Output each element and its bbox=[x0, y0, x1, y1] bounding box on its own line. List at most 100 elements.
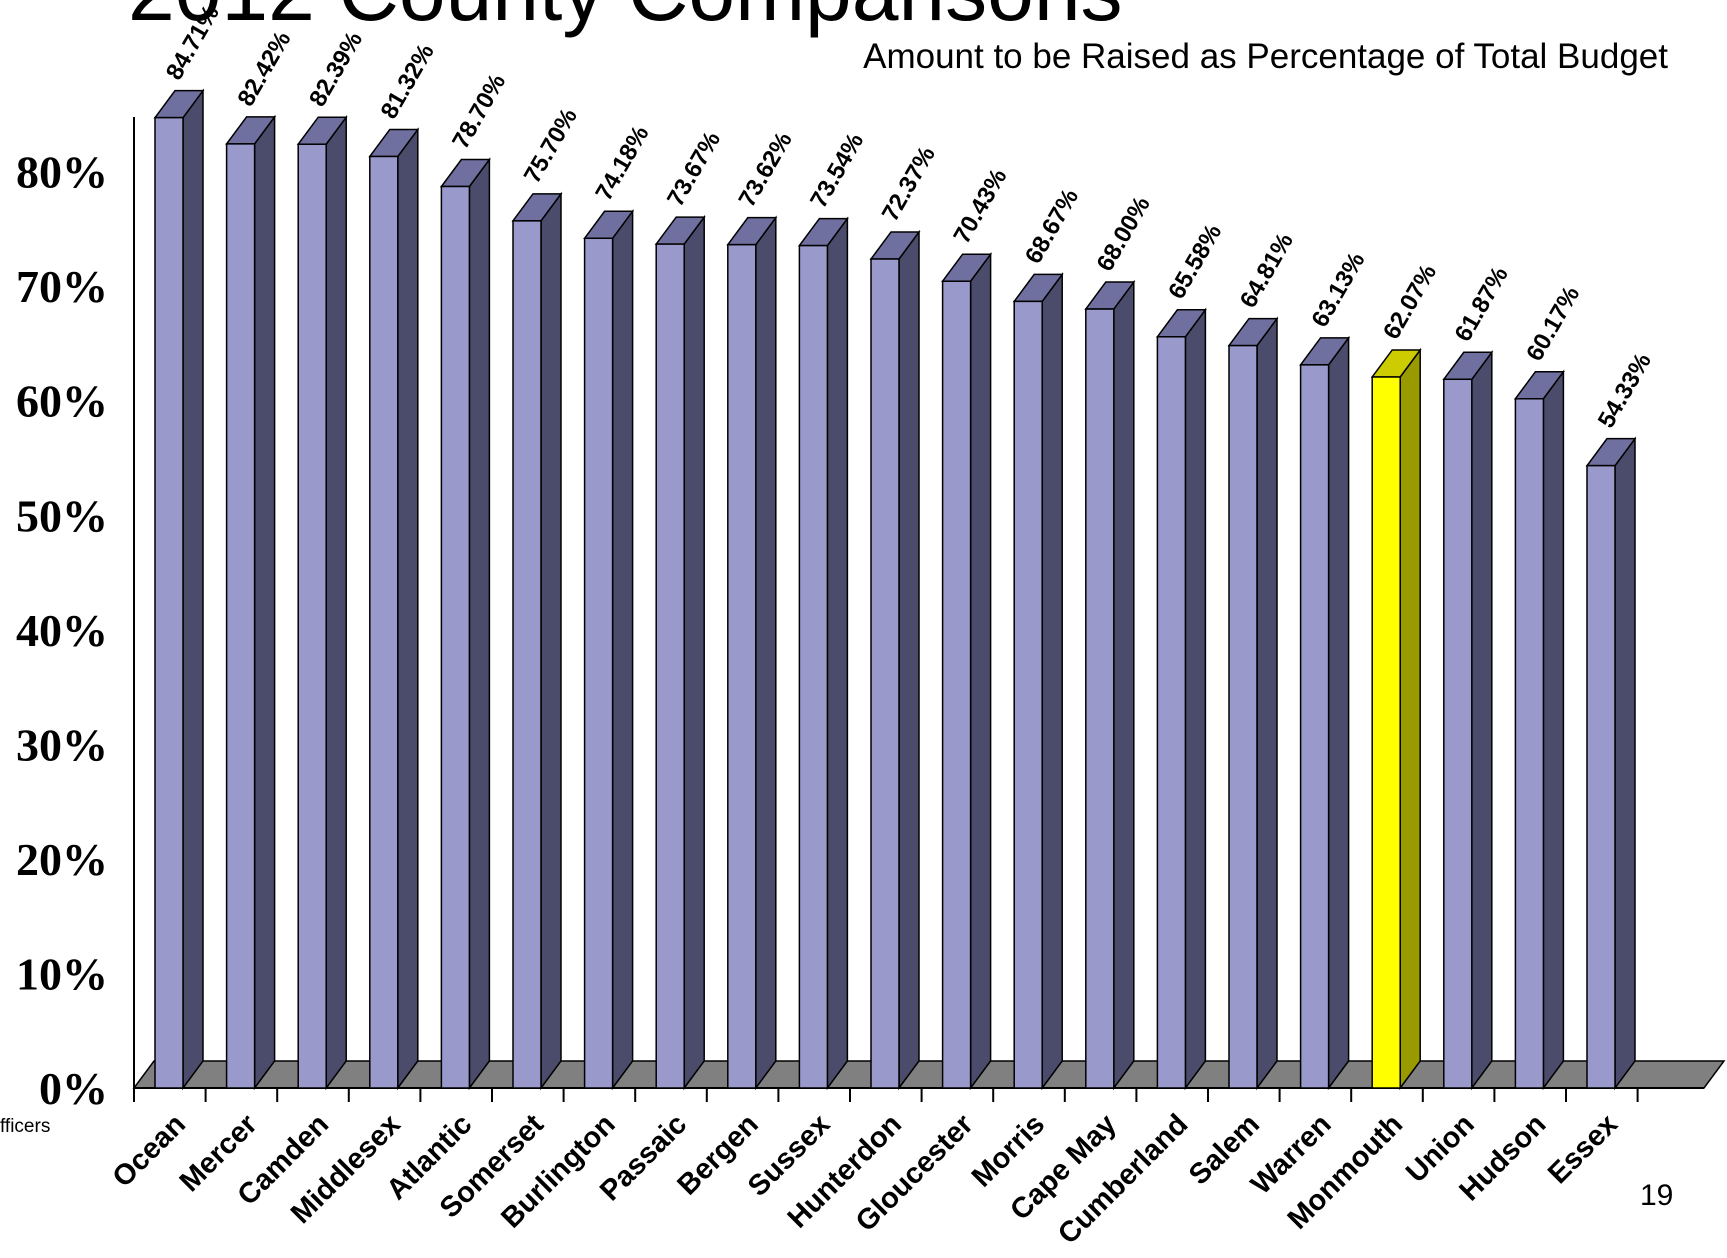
bar-side bbox=[540, 191, 562, 1091]
data-label: 60.17% bbox=[1521, 282, 1585, 366]
bar-front bbox=[1013, 300, 1043, 1089]
data-label: 65.58% bbox=[1163, 220, 1227, 304]
data-label: 74.18% bbox=[590, 121, 654, 205]
bar-front bbox=[1085, 308, 1115, 1089]
bar-side bbox=[683, 214, 705, 1091]
bar-ocean bbox=[153, 88, 205, 1091]
bar-front bbox=[941, 280, 972, 1089]
bar-side bbox=[611, 208, 634, 1091]
data-label: 81.32% bbox=[376, 39, 440, 123]
bar-union bbox=[1442, 350, 1494, 1091]
data-label: 73.62% bbox=[734, 128, 798, 212]
bar-front bbox=[369, 155, 399, 1089]
bar-front bbox=[1228, 344, 1258, 1089]
bar-front bbox=[1156, 336, 1187, 1089]
bar-side bbox=[969, 251, 992, 1091]
data-label: 70.43% bbox=[948, 164, 1012, 248]
data-label: 82.39% bbox=[304, 27, 368, 111]
bar-atlantic bbox=[439, 157, 491, 1091]
bar-warren bbox=[1299, 335, 1351, 1091]
y-tick-label: 30% bbox=[16, 719, 108, 770]
data-label: 78.70% bbox=[447, 69, 511, 153]
bar-middlesex bbox=[368, 127, 420, 1091]
x-tick-label: Essex bbox=[1542, 1108, 1624, 1190]
bar-side bbox=[755, 215, 777, 1091]
bars bbox=[153, 88, 1637, 1091]
bar-burlington bbox=[583, 208, 635, 1091]
bar-side bbox=[1113, 279, 1135, 1091]
bar-front bbox=[297, 143, 327, 1089]
bar-front bbox=[798, 244, 829, 1089]
bar-bergen bbox=[726, 215, 778, 1091]
bar-side bbox=[325, 114, 347, 1091]
bar-side bbox=[826, 216, 849, 1091]
y-axis-labels: 0% 10% 20% 30% 40% 50% 60% 70% 80% bbox=[16, 147, 108, 1114]
bar-front bbox=[1443, 378, 1473, 1089]
bar-front bbox=[512, 220, 542, 1089]
x-axis-labels: OceanMercerCamdenMiddlesexAtlanticSomers… bbox=[107, 1108, 1624, 1251]
bar-side bbox=[253, 114, 276, 1091]
bar-front bbox=[1371, 376, 1401, 1089]
page-number: 19 bbox=[1640, 1179, 1673, 1212]
bar-side bbox=[898, 229, 920, 1091]
y-tick-label: 40% bbox=[16, 605, 108, 656]
bar-front bbox=[1514, 398, 1545, 1089]
bar-front bbox=[1586, 464, 1616, 1089]
bar-front bbox=[225, 143, 256, 1089]
bar-front bbox=[154, 116, 184, 1089]
bar-front bbox=[583, 237, 614, 1089]
bar-cape-may bbox=[1084, 279, 1136, 1091]
data-label: 68.67% bbox=[1020, 184, 1084, 268]
bar-essex bbox=[1585, 436, 1637, 1091]
slide-title: 2012 County Comparisons bbox=[128, 0, 1123, 38]
y-tick-label: 10% bbox=[16, 948, 108, 999]
data-label: 61.87% bbox=[1450, 262, 1514, 346]
bar-camden bbox=[296, 114, 348, 1091]
bar-gloucester bbox=[941, 251, 993, 1091]
y-tick-label: 80% bbox=[16, 147, 108, 198]
bar-side bbox=[1256, 316, 1278, 1091]
data-label: 68.00% bbox=[1092, 192, 1156, 276]
data-label: 73.67% bbox=[662, 127, 726, 211]
bar-front bbox=[870, 258, 900, 1089]
bar-monmouth bbox=[1370, 347, 1422, 1091]
data-label: 62.07% bbox=[1378, 260, 1442, 344]
data-label: 72.37% bbox=[877, 142, 941, 226]
data-label: 73.54% bbox=[805, 129, 869, 213]
bar-passaic bbox=[654, 214, 706, 1091]
bar-side bbox=[1614, 436, 1636, 1091]
bar-sussex bbox=[797, 216, 849, 1091]
bar-side bbox=[182, 88, 204, 1091]
bar-side bbox=[397, 127, 419, 1091]
bar-cumberland bbox=[1155, 307, 1207, 1091]
bar-front bbox=[727, 243, 757, 1089]
data-label: 82.42% bbox=[232, 27, 296, 111]
bar-side bbox=[1184, 307, 1207, 1091]
bar-hunterdon bbox=[869, 229, 921, 1091]
bar-front bbox=[1299, 364, 1330, 1089]
bar-salem bbox=[1227, 316, 1279, 1091]
y-tick-label: 50% bbox=[16, 490, 108, 541]
bar-side bbox=[468, 157, 491, 1091]
data-label: 64.81% bbox=[1235, 229, 1299, 313]
bar-somerset bbox=[511, 191, 563, 1091]
data-label: 54.33% bbox=[1593, 349, 1657, 433]
bar-hudson bbox=[1513, 369, 1565, 1091]
chart-subtitle: Amount to be Raised as Percentage of Tot… bbox=[863, 37, 1668, 76]
data-label: 75.70% bbox=[519, 104, 583, 188]
y-tick-label: 20% bbox=[16, 834, 108, 885]
bar-side bbox=[1471, 350, 1493, 1091]
bar-side bbox=[1399, 347, 1421, 1091]
bar-side bbox=[1327, 335, 1350, 1091]
bar-mercer bbox=[225, 114, 277, 1091]
y-tick-label: 70% bbox=[16, 261, 108, 312]
y-tick-label: 0% bbox=[39, 1063, 108, 1114]
bar-side bbox=[1542, 369, 1565, 1091]
bar-side bbox=[1041, 272, 1063, 1091]
data-label: 63.13% bbox=[1306, 248, 1370, 332]
footer-fragment: fficers bbox=[0, 1116, 50, 1137]
bar-front bbox=[440, 185, 471, 1089]
bar-front bbox=[655, 243, 685, 1089]
bar-morris bbox=[1012, 272, 1064, 1091]
